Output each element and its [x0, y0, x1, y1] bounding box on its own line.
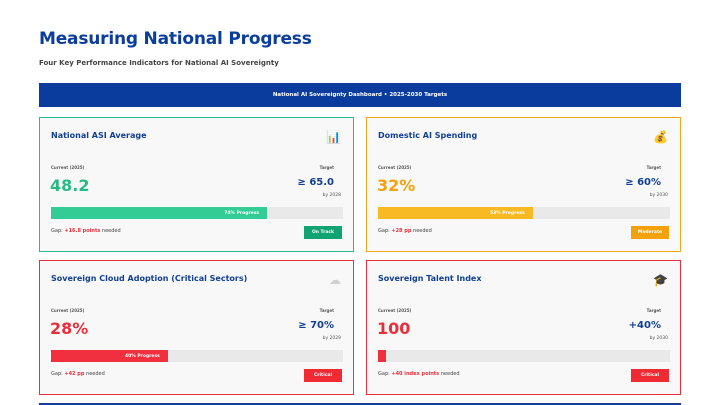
- gap-suffix: needed: [440, 371, 460, 377]
- gap-value: +28 pp: [391, 228, 412, 234]
- current-label: Current (2025): [51, 165, 85, 170]
- graduation-cap-icon: 🎓: [653, 273, 668, 287]
- kpi-card-sovereign-talent-index: Sovereign Talent Index 🎓 Current (2025) …: [366, 260, 681, 395]
- gap-prefix: Gap:: [51, 228, 63, 234]
- gap-text: Gap: +28 pp needed: [378, 228, 432, 234]
- target-label: Target: [646, 308, 661, 313]
- kpi-card-asi-average: National ASI Average 📊 Current (2025) Ta…: [39, 117, 354, 252]
- target-value: +40%: [628, 320, 661, 331]
- gap-suffix: needed: [86, 371, 105, 377]
- dashboard-banner: National AI Sovereignty Dashboard • 2025…: [39, 83, 681, 107]
- target-label: Target: [646, 165, 661, 170]
- card-title: Sovereign Cloud Adoption (Critical Secto…: [51, 274, 248, 283]
- bottom-divider: [39, 403, 681, 405]
- progress-fill: [378, 350, 386, 362]
- gap-text: Gap: +16.8 points needed: [51, 228, 121, 234]
- target-by: by 2030: [649, 193, 668, 198]
- target-by: by 2030: [649, 336, 668, 341]
- current-value: 28%: [50, 319, 89, 338]
- gap-value: +42 pp: [64, 371, 85, 377]
- status-badge: Critical: [304, 369, 342, 382]
- target-value: ≥ 70%: [298, 320, 334, 331]
- gap-prefix: Gap:: [51, 371, 63, 377]
- target-label: Target: [319, 165, 334, 170]
- progress-track: 53% Progress: [378, 207, 670, 219]
- card-title: National ASI Average: [51, 131, 147, 140]
- gap-prefix: Gap:: [378, 228, 390, 234]
- current-label: Current (2025): [378, 165, 412, 170]
- gap-text: Gap: +40 index points needed: [378, 371, 460, 377]
- progress-fill: 53% Progress: [378, 207, 533, 219]
- status-badge: On Track: [304, 226, 342, 239]
- target-value: ≥ 60%: [625, 177, 661, 188]
- gap-value: +16.8 points: [64, 228, 101, 234]
- gap-text: Gap: +42 pp needed: [51, 371, 105, 377]
- progress-label: 40% Progress: [125, 353, 160, 359]
- progress-fill: 40% Progress: [51, 350, 168, 362]
- kpi-card-domestic-ai-spending: Domestic AI Spending 💰 Current (2025) Ta…: [366, 117, 681, 252]
- page-subtitle: Four Key Performance Indicators for Nati…: [39, 59, 279, 67]
- current-value: 100: [377, 319, 411, 338]
- money-bag-icon: 💰: [653, 130, 668, 144]
- progress-fill: 74% Progress: [51, 207, 268, 219]
- bar-chart-icon: 📊: [326, 130, 341, 144]
- progress-track: 40% Progress: [51, 350, 343, 362]
- current-value: 48.2: [50, 176, 90, 195]
- card-title: Sovereign Talent Index: [378, 274, 482, 283]
- current-value: 32%: [377, 176, 416, 195]
- target-value: ≥ 65.0: [297, 177, 334, 188]
- gap-value: +40 index points: [391, 371, 440, 377]
- kpi-card-sovereign-cloud-adoption: Sovereign Cloud Adoption (Critical Secto…: [39, 260, 354, 395]
- gap-suffix: needed: [413, 228, 432, 234]
- gap-prefix: Gap:: [378, 371, 390, 377]
- progress-track: [378, 350, 670, 362]
- current-label: Current (2025): [51, 308, 85, 313]
- target-by: by 2028: [322, 193, 341, 198]
- progress-label: 53% Progress: [489, 210, 525, 216]
- progress-label: 74% Progress: [224, 210, 260, 216]
- gap-suffix: needed: [101, 228, 121, 234]
- banner-text: National AI Sovereignty Dashboard • 2025…: [272, 92, 448, 98]
- page-title: Measuring National Progress: [39, 29, 312, 49]
- card-title: Domestic AI Spending: [378, 131, 478, 140]
- progress-track: 74% Progress: [51, 207, 343, 219]
- status-badge: Critical: [631, 369, 669, 382]
- target-label: Target: [319, 308, 334, 313]
- cloud-icon: ☁: [329, 273, 341, 287]
- status-badge: Moderate: [631, 226, 669, 239]
- target-by: by 2029: [322, 336, 341, 341]
- current-label: Current (2025): [378, 308, 412, 313]
